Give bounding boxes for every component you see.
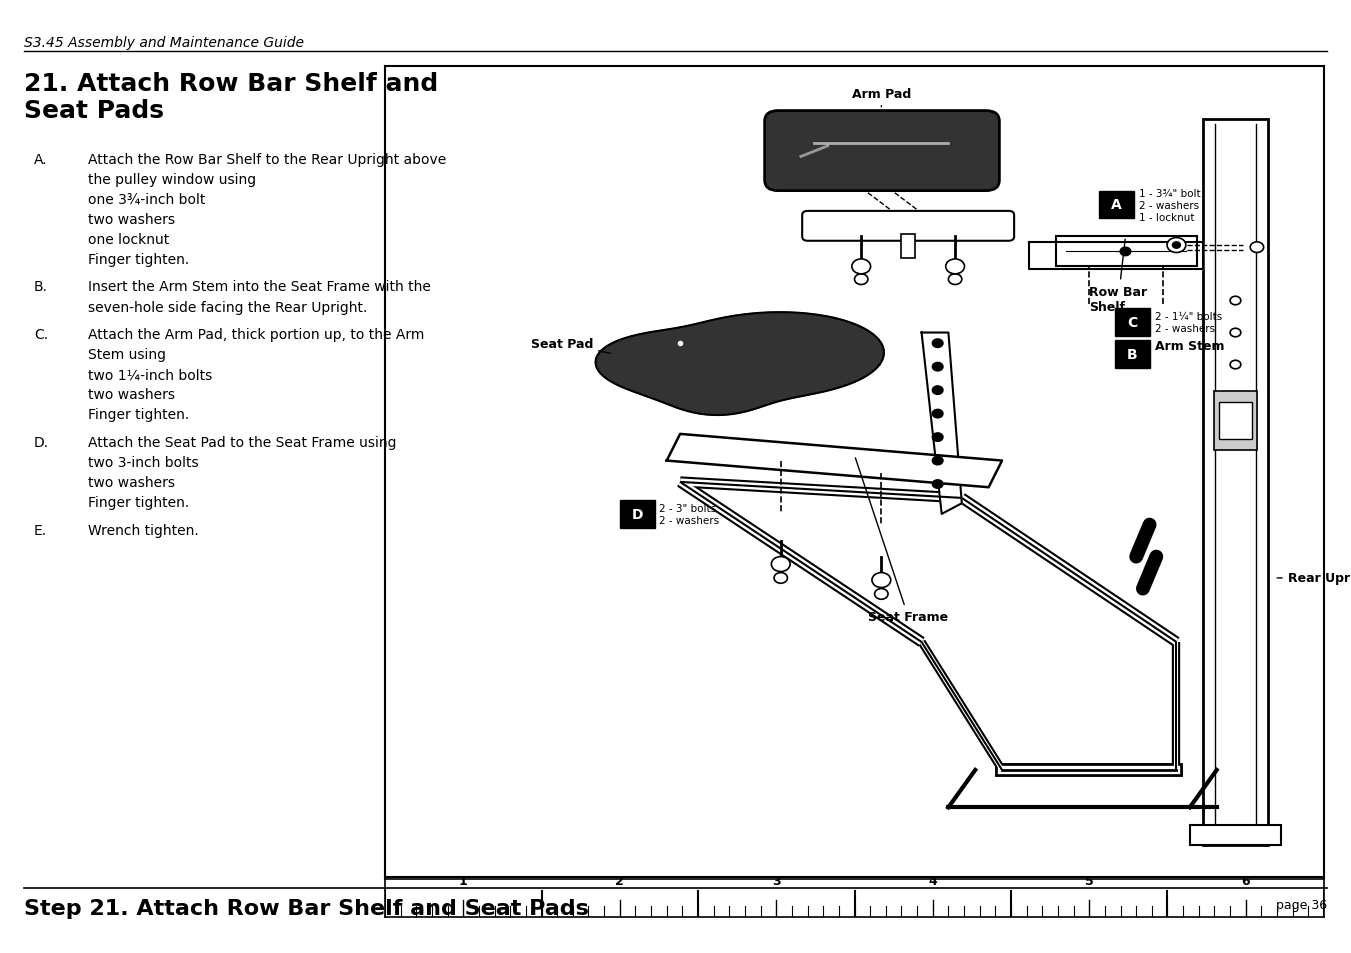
Circle shape bbox=[932, 339, 943, 348]
Circle shape bbox=[854, 274, 867, 285]
Text: two 3-inch bolts: two 3-inch bolts bbox=[88, 456, 199, 470]
Circle shape bbox=[948, 274, 962, 285]
Text: one 3¾-inch bolt: one 3¾-inch bolt bbox=[88, 193, 205, 207]
Circle shape bbox=[932, 387, 943, 395]
Circle shape bbox=[1120, 248, 1131, 256]
Text: D.: D. bbox=[34, 436, 49, 450]
Circle shape bbox=[774, 573, 788, 583]
Circle shape bbox=[1231, 361, 1240, 370]
Circle shape bbox=[771, 557, 790, 572]
Text: S3.45 Assembly and Maintenance Guide: S3.45 Assembly and Maintenance Guide bbox=[24, 36, 304, 51]
Bar bbox=[901, 235, 915, 258]
Text: 2 - 1¼" bolts
2 - washers: 2 - 1¼" bolts 2 - washers bbox=[1155, 312, 1223, 334]
Text: 4: 4 bbox=[928, 874, 938, 887]
Text: 1: 1 bbox=[459, 874, 467, 887]
Bar bbox=[1115, 309, 1150, 336]
Text: 1 - 3¾" bolt
2 - washers
1 - locknut: 1 - 3¾" bolt 2 - washers 1 - locknut bbox=[1139, 190, 1201, 222]
Circle shape bbox=[946, 259, 965, 274]
Bar bbox=[1215, 392, 1256, 451]
Text: 2 - 3" bolts
2 - washers: 2 - 3" bolts 2 - washers bbox=[659, 504, 719, 525]
Text: page 36: page 36 bbox=[1275, 898, 1327, 911]
Text: 6: 6 bbox=[1242, 874, 1250, 887]
Circle shape bbox=[1173, 243, 1181, 249]
Text: 2: 2 bbox=[616, 874, 624, 887]
Circle shape bbox=[932, 363, 943, 372]
Text: Attach the Row Bar Shelf to the Rear Upright above: Attach the Row Bar Shelf to the Rear Upr… bbox=[88, 152, 446, 167]
Circle shape bbox=[871, 573, 890, 588]
Text: Arm Stem: Arm Stem bbox=[1155, 339, 1224, 353]
Text: 3: 3 bbox=[771, 874, 781, 887]
Text: Seat Frame: Seat Frame bbox=[855, 458, 948, 623]
Text: B: B bbox=[1127, 348, 1138, 361]
Text: two 1¼-inch bolts: two 1¼-inch bolts bbox=[88, 368, 212, 382]
Circle shape bbox=[852, 259, 870, 274]
Circle shape bbox=[1231, 329, 1240, 337]
Bar bbox=[620, 500, 655, 528]
Bar bbox=[1098, 192, 1133, 219]
Circle shape bbox=[1167, 238, 1186, 253]
FancyBboxPatch shape bbox=[802, 212, 1015, 241]
Bar bbox=[1190, 825, 1281, 844]
Text: A: A bbox=[1111, 198, 1121, 213]
Text: Finger tighten.: Finger tighten. bbox=[88, 496, 189, 510]
Circle shape bbox=[932, 410, 943, 418]
Text: Row Bar
Shelf: Row Bar Shelf bbox=[1089, 240, 1147, 314]
Text: Finger tighten.: Finger tighten. bbox=[88, 408, 189, 422]
Polygon shape bbox=[921, 334, 962, 515]
Polygon shape bbox=[596, 313, 884, 416]
Polygon shape bbox=[666, 435, 1002, 488]
Text: A.: A. bbox=[34, 152, 47, 167]
Text: Finger tighten.: Finger tighten. bbox=[88, 253, 189, 267]
Circle shape bbox=[932, 480, 943, 489]
Text: Arm Pad: Arm Pad bbox=[851, 88, 911, 108]
Text: Attach the Arm Pad, thick portion up, to the Arm: Attach the Arm Pad, thick portion up, to… bbox=[88, 328, 424, 342]
Text: 5: 5 bbox=[1085, 874, 1093, 887]
Circle shape bbox=[1250, 243, 1263, 253]
Text: the pulley window using: the pulley window using bbox=[88, 172, 255, 187]
Text: two washers: two washers bbox=[88, 476, 174, 490]
Text: two washers: two washers bbox=[88, 388, 174, 402]
Bar bbox=[1055, 237, 1197, 267]
Text: Attach the Seat Pad to the Seat Frame using: Attach the Seat Pad to the Seat Frame us… bbox=[88, 436, 396, 450]
Bar bbox=[1204, 120, 1267, 844]
Text: Stem using: Stem using bbox=[88, 348, 166, 362]
Text: C.: C. bbox=[34, 328, 47, 342]
FancyBboxPatch shape bbox=[765, 112, 1000, 192]
Circle shape bbox=[1231, 297, 1240, 306]
Text: 21. Attach Row Bar Shelf and
Seat Pads: 21. Attach Row Bar Shelf and Seat Pads bbox=[24, 71, 439, 123]
Circle shape bbox=[932, 434, 943, 442]
Text: E.: E. bbox=[34, 523, 47, 537]
Text: Insert the Arm Stem into the Seat Frame with the: Insert the Arm Stem into the Seat Frame … bbox=[88, 280, 431, 294]
Text: B.: B. bbox=[34, 280, 47, 294]
Text: seven-hole side facing the Rear Upright.: seven-hole side facing the Rear Upright. bbox=[88, 300, 367, 314]
Bar bbox=[1115, 340, 1150, 369]
Polygon shape bbox=[1029, 243, 1204, 270]
Circle shape bbox=[874, 589, 888, 599]
Text: Seat Pad: Seat Pad bbox=[531, 337, 611, 354]
Circle shape bbox=[932, 456, 943, 465]
Text: one locknut: one locknut bbox=[88, 233, 169, 247]
Text: Wrench tighten.: Wrench tighten. bbox=[88, 523, 199, 537]
Text: Step 21. Attach Row Bar Shelf and Seat Pads: Step 21. Attach Row Bar Shelf and Seat P… bbox=[24, 898, 589, 918]
Text: two washers: two washers bbox=[88, 213, 174, 227]
Text: C: C bbox=[1127, 315, 1138, 330]
Text: D: D bbox=[631, 507, 643, 521]
Text: Rear Upright: Rear Upright bbox=[1277, 572, 1351, 585]
Bar bbox=[1220, 402, 1251, 439]
